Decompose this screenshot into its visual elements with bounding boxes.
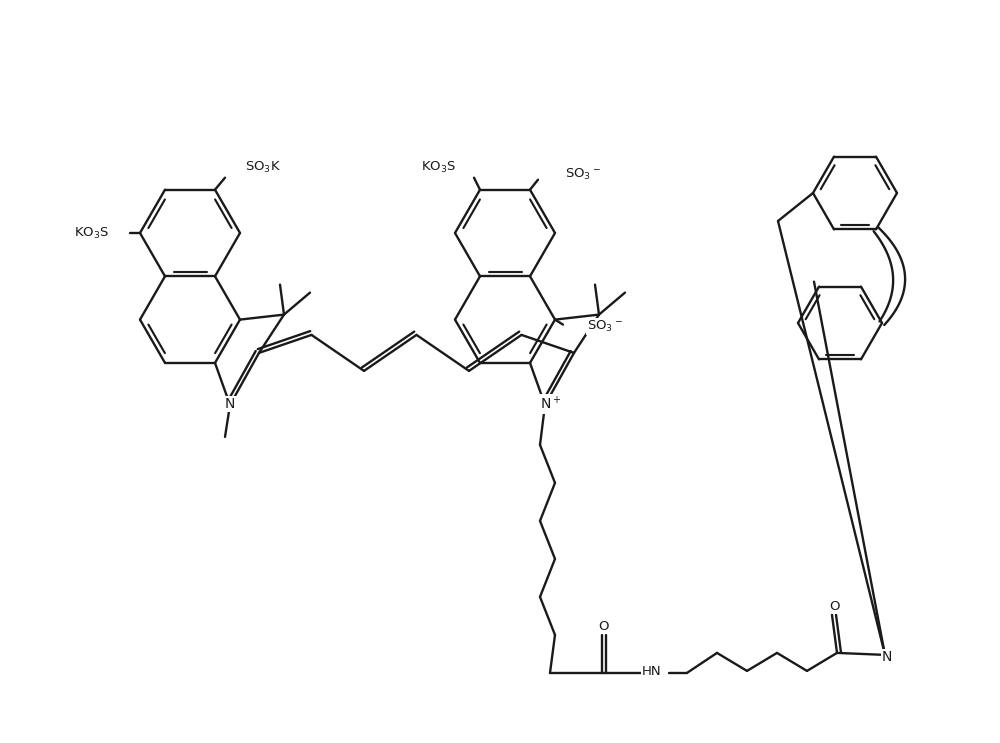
Text: HN: HN [642, 666, 662, 678]
Text: SO$_3$K: SO$_3$K [245, 160, 281, 175]
Text: N: N [225, 397, 235, 411]
Text: KO$_3$S: KO$_3$S [74, 225, 110, 241]
Text: N$^+$: N$^+$ [540, 395, 562, 412]
Text: O: O [829, 600, 839, 614]
Text: SO$_3$$^-$: SO$_3$$^-$ [565, 167, 601, 182]
Text: SO$_3$$^-$: SO$_3$$^-$ [587, 319, 623, 334]
Text: KO$_3$S: KO$_3$S [421, 160, 457, 175]
Text: N: N [882, 650, 892, 664]
Text: O: O [599, 620, 609, 633]
